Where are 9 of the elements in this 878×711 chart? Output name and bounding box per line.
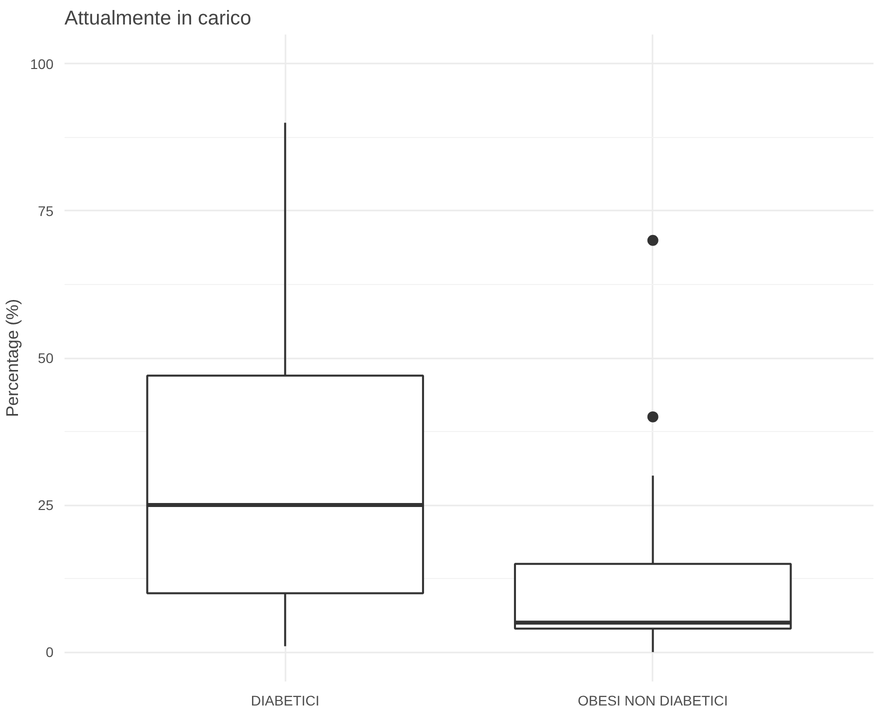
x-tick-label: DIABETICI [250,692,320,708]
y-tick-label: 100 [30,56,54,72]
y-tick-label: 50 [38,350,54,366]
y-tick-label: 75 [38,202,54,219]
y-tick-label: 0 [46,644,54,660]
x-tick-label: OBESI NON DIABETICI [578,692,728,708]
chart-title: Attualmente in carico [64,8,252,30]
y-tick-label: 25 [38,497,54,514]
y-axis-title: Percentage (%) [3,298,22,418]
